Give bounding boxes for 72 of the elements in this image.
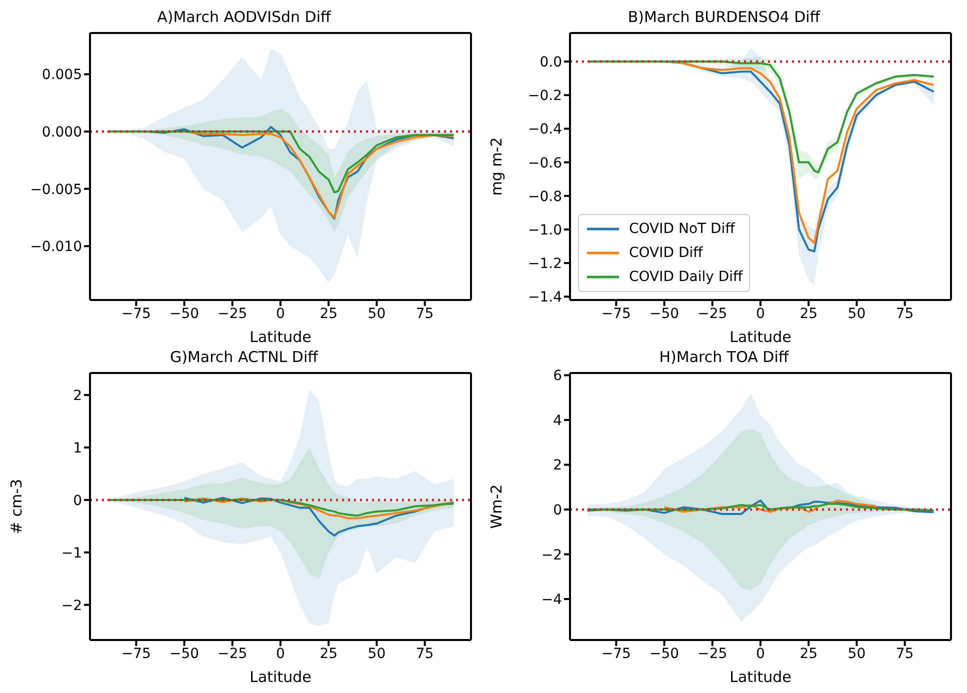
y-tick-label: −2	[541, 547, 562, 564]
x-tick-label: −25	[698, 646, 728, 662]
x-tick-label: 50	[848, 306, 866, 322]
y-tick-label: −1.0	[528, 222, 562, 238]
line-series	[106, 498, 455, 517]
line-series	[663, 500, 877, 513]
y-tick-label: −0.8	[528, 188, 562, 205]
x-tick-label: −75	[121, 646, 151, 662]
x-tick-label: −50	[170, 646, 200, 662]
x-tick-label: 75	[416, 306, 434, 322]
y-tick-label: 0.000	[42, 124, 82, 141]
x-tick-label: 0	[756, 306, 765, 322]
y-tick-label: 2	[553, 458, 562, 474]
x-tick-label: −75	[601, 306, 631, 322]
y-tick-label: 0	[73, 492, 82, 509]
legend-label: COVID Diff	[629, 245, 703, 261]
line-series	[586, 502, 935, 512]
x-tick-label: 0	[276, 306, 285, 322]
x-tick-label: 75	[896, 306, 914, 322]
chart-title: A)March AODVISdn Diff	[156, 8, 332, 28]
y-tick-label: 4	[553, 412, 562, 429]
x-axis-title: Latitude	[250, 668, 312, 686]
y-tick-label: −0.2	[528, 88, 562, 104]
y-tick-label: −0.010	[30, 239, 82, 256]
x-tick-label: 75	[896, 646, 914, 662]
x-axis-title: Latitude	[730, 328, 792, 346]
y-tick-label: −1	[61, 545, 82, 562]
line-series	[183, 497, 455, 520]
y-tick-label: −0.4	[528, 122, 562, 138]
x-tick-label: −25	[218, 306, 248, 322]
x-tick-label: 0	[276, 646, 285, 662]
x-axis-title: Latitude	[250, 328, 312, 346]
y-tick-label: −1.4	[528, 290, 562, 306]
y-tick-label: 1	[73, 440, 82, 456]
y-tick-label: −0.6	[528, 155, 562, 172]
x-tick-label: 25	[800, 646, 818, 662]
chart-title: H)March TOA Diff	[658, 348, 790, 368]
y-tick-label: −1.2	[528, 256, 562, 272]
x-tick-label: 50	[368, 306, 386, 322]
x-tick-label: −75	[601, 646, 631, 662]
x-tick-label: 50	[848, 646, 866, 662]
chart-title: G)March ACTNL Diff	[168, 348, 320, 368]
y-tick-label: −2	[61, 598, 82, 614]
line-series	[106, 130, 455, 194]
x-tick-label: 25	[320, 306, 338, 322]
legend-label: COVID NoT Diff	[629, 221, 735, 237]
x-tick-label: 25	[800, 306, 818, 322]
y-tick-label: 2	[73, 388, 82, 404]
x-tick-label: 25	[320, 646, 338, 662]
y-tick-label: 6	[553, 368, 562, 384]
y-tick-label: 0.0	[540, 54, 562, 71]
x-tick-label: 50	[368, 646, 386, 662]
x-tick-label: −75	[121, 306, 151, 322]
y-axis-title: mg m-2	[487, 137, 506, 196]
y-tick-label: 0.005	[42, 67, 82, 84]
x-tick-label: −50	[170, 306, 200, 322]
chart-title: B)March BURDENSO4 Diff	[626, 8, 822, 28]
line-series	[586, 500, 935, 515]
x-tick-label: −25	[698, 306, 728, 322]
legend-label: COVID Daily Diff	[629, 269, 743, 285]
x-tick-label: −25	[218, 646, 248, 662]
x-tick-label: 75	[416, 646, 434, 662]
x-tick-label: −50	[650, 306, 680, 322]
line-series	[183, 496, 455, 537]
y-axis-title: # cm-3	[7, 478, 26, 534]
x-tick-label: −50	[650, 646, 680, 662]
y-tick-label: −0.005	[30, 182, 82, 198]
y-tick-label: 0	[553, 502, 562, 518]
y-axis-title: Wm-2	[487, 484, 506, 529]
x-axis-title: Latitude	[730, 668, 792, 686]
x-tick-label: 0	[756, 646, 765, 662]
y-tick-label: −4	[541, 592, 562, 608]
